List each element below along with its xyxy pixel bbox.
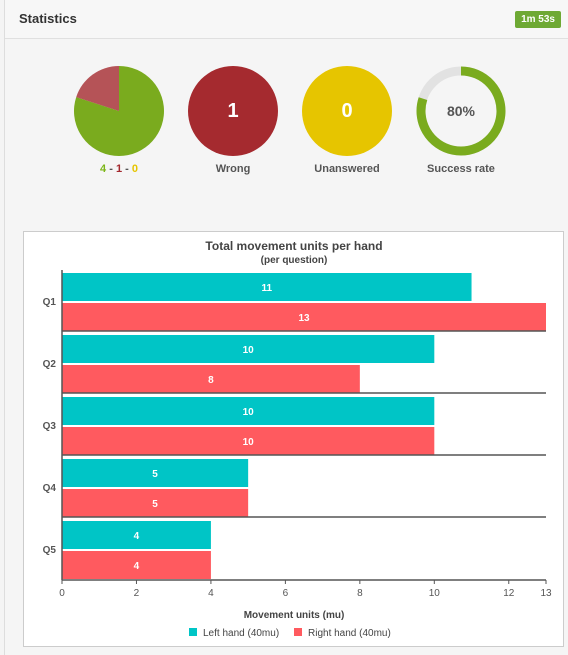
bar-q5-right [62, 551, 211, 579]
wrong-value: 1 [227, 99, 239, 122]
bar-value-label: 5 [152, 469, 158, 480]
panel-title: Statistics [19, 11, 77, 26]
bar-value-label: 4 [134, 561, 140, 572]
bar-value-label: 10 [243, 407, 255, 418]
wrong-label: Wrong [215, 163, 251, 175]
bar-value-label: 8 [208, 375, 214, 386]
bar-value-label: 13 [298, 313, 310, 324]
x-tick-label: 2 [134, 588, 140, 599]
legend-label: Right hand (40mu) [308, 628, 391, 639]
success-gauge: 80% [416, 66, 506, 156]
bar-value-label: 10 [243, 437, 255, 448]
x-tick-label: 6 [283, 588, 289, 599]
separator: - [122, 163, 132, 175]
score-stat: 4 - 1 - 0 [69, 66, 169, 175]
chart-title: Total movement units per hand [205, 239, 382, 253]
legend-swatch [189, 628, 197, 636]
unanswered-value: 0 [341, 99, 353, 122]
category-label: Q1 [43, 297, 57, 308]
bar-value-label: 5 [152, 499, 158, 510]
category-label: Q2 [43, 359, 57, 370]
bar-q4-left [62, 459, 249, 487]
wrong-stat: 1 Wrong [183, 66, 283, 175]
category-label: Q4 [43, 483, 57, 494]
success-stat: 80% Success rate [411, 66, 511, 175]
x-tick-label: 4 [208, 588, 214, 599]
bar-q3-left [62, 397, 435, 425]
success-label: Success rate [427, 163, 495, 175]
legend-swatch [294, 628, 302, 636]
wrong-count: 1 [115, 163, 123, 175]
bar-q1-left [62, 273, 472, 301]
x-tick-label: 13 [540, 588, 552, 599]
bar-q2-left [62, 335, 435, 363]
bar-q5-left [62, 521, 211, 549]
bar-value-label: 4 [134, 531, 140, 542]
bar-q3-right [62, 427, 435, 455]
separator: - [106, 163, 116, 175]
movement-chart-svg: Total movement units per hand (per questi… [43, 239, 552, 639]
bar-q4-right [62, 489, 249, 517]
category-label: Q3 [43, 421, 57, 432]
correct-count: 4 [100, 163, 107, 175]
x-tick-label: 8 [357, 588, 363, 599]
x-tick-label: 12 [503, 588, 515, 599]
chart-subtitle: (per question) [261, 255, 328, 266]
x-tick-label: 0 [59, 588, 65, 599]
x-tick-label: 10 [429, 588, 441, 599]
bar-value-label: 11 [261, 283, 272, 294]
unanswered-label: Unanswered [314, 163, 380, 175]
legend-label: Left hand (40mu) [203, 628, 279, 639]
bar-q1-right [62, 303, 546, 331]
unanswered-circle: 0 [302, 66, 392, 156]
wrong-slice [76, 66, 119, 111]
panel-header: Statistics 1m 53s [5, 0, 568, 39]
statistics-panel: Statistics 1m 53s 4 - 1 - 0 1 Wrong 0 Un… [4, 0, 568, 655]
category-label: Q5 [43, 545, 57, 556]
success-value: 80% [446, 103, 476, 119]
unanswered-stat: 0 Unanswered [297, 66, 397, 175]
timer-badge: 1m 53s [515, 11, 561, 28]
x-axis-label: Movement units (mu) [244, 610, 345, 621]
bar-q2-right [62, 365, 360, 393]
score-pie-chart [74, 66, 164, 156]
bar-value-label: 10 [243, 345, 255, 356]
unanswered-count: 0 [131, 163, 138, 175]
score-caption: 4 - 1 - 0 [69, 163, 169, 175]
success-arc [416, 66, 506, 156]
wrong-circle: 1 [188, 66, 278, 156]
movement-chart: Total movement units per hand (per questi… [23, 231, 564, 647]
